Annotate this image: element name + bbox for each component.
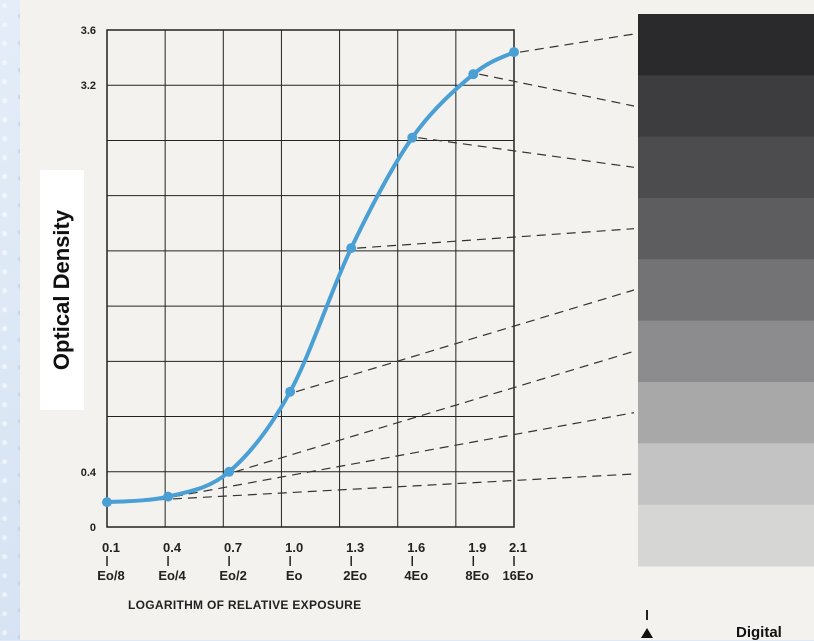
connector-line — [519, 33, 635, 53]
x-tick-label: 1.9 — [468, 540, 486, 555]
data-point — [285, 386, 296, 397]
connector-line — [357, 228, 635, 249]
x-tick-label: 1.3 — [346, 540, 364, 555]
grayscale-step — [638, 443, 814, 506]
connector-line — [418, 137, 635, 168]
x-axis-label: LOGARITHM OF RELATIVE EXPOSURE — [128, 598, 362, 612]
x-tick-label: 1.6 — [407, 540, 425, 555]
x-tick-exposure-label: Eo/2 — [219, 568, 246, 583]
y-axis-label-background — [40, 170, 84, 410]
x-tick-label: 0.4 — [163, 540, 182, 555]
x-tick-label: 0.1 — [102, 540, 120, 555]
connector-line — [479, 73, 635, 107]
y-tick-label: 0 — [90, 522, 96, 534]
chart-grid — [106, 29, 515, 528]
data-point — [407, 132, 418, 143]
x-tick-label: 2.1 — [509, 540, 527, 555]
y-tick-label: 3.2 — [81, 80, 96, 92]
grayscale-step — [638, 14, 814, 76]
grayscale-step — [638, 382, 814, 444]
connector-line — [112, 473, 635, 503]
arrow-stem — [646, 610, 648, 620]
data-point — [102, 497, 112, 508]
y-tick-label: 3.6 — [81, 25, 96, 37]
grayscale-step — [638, 504, 814, 567]
connector-line — [295, 289, 635, 393]
grayscale-step — [638, 75, 814, 138]
x-tick-exposure-label: 8Eo — [465, 568, 489, 583]
data-point — [224, 466, 235, 477]
connector-line — [173, 412, 635, 498]
data-point — [509, 47, 519, 58]
x-tick-exposure-label: 16Eo — [502, 568, 533, 583]
grayscale-step — [638, 198, 814, 260]
data-point — [468, 69, 479, 80]
plot-frame — [106, 29, 515, 528]
x-tick-exposure-label: 2Eo — [343, 568, 367, 583]
x-tick-labels: 0.1 Eo/8 0.4 Eo/4 0.7 Eo/2 1.0 Eo 1.3 2Eo 1.6 4Eo 1.… — [97, 540, 533, 583]
digital-label: Digital — [736, 624, 782, 641]
x-tick-exposure-label: Eo — [286, 568, 303, 583]
x-tick-exposure-label: 4Eo — [404, 568, 428, 583]
grayscale-step — [638, 259, 814, 322]
y-axis-label: Optical Density — [49, 209, 74, 371]
grayscale-step — [638, 320, 814, 383]
density-curve — [105, 50, 516, 505]
data-point — [163, 491, 174, 502]
up-arrow-icon — [641, 628, 653, 638]
grayscale-step — [638, 136, 814, 199]
y-tick-label: 0.4 — [81, 467, 97, 479]
connector-lines — [112, 33, 635, 503]
data-points — [102, 47, 519, 508]
x-tick-exposure-label: Eo/8 — [97, 568, 124, 583]
x-tick-label: 1.0 — [285, 540, 303, 555]
x-tick-label: 0.7 — [224, 540, 242, 555]
grayscale-wedge — [638, 14, 814, 567]
connector-line — [234, 350, 635, 473]
data-point — [346, 243, 357, 254]
x-tick-exposure-label: Eo/4 — [158, 568, 186, 583]
y-tick-labels: 0 0.4 3.2 3.6 — [81, 25, 97, 534]
